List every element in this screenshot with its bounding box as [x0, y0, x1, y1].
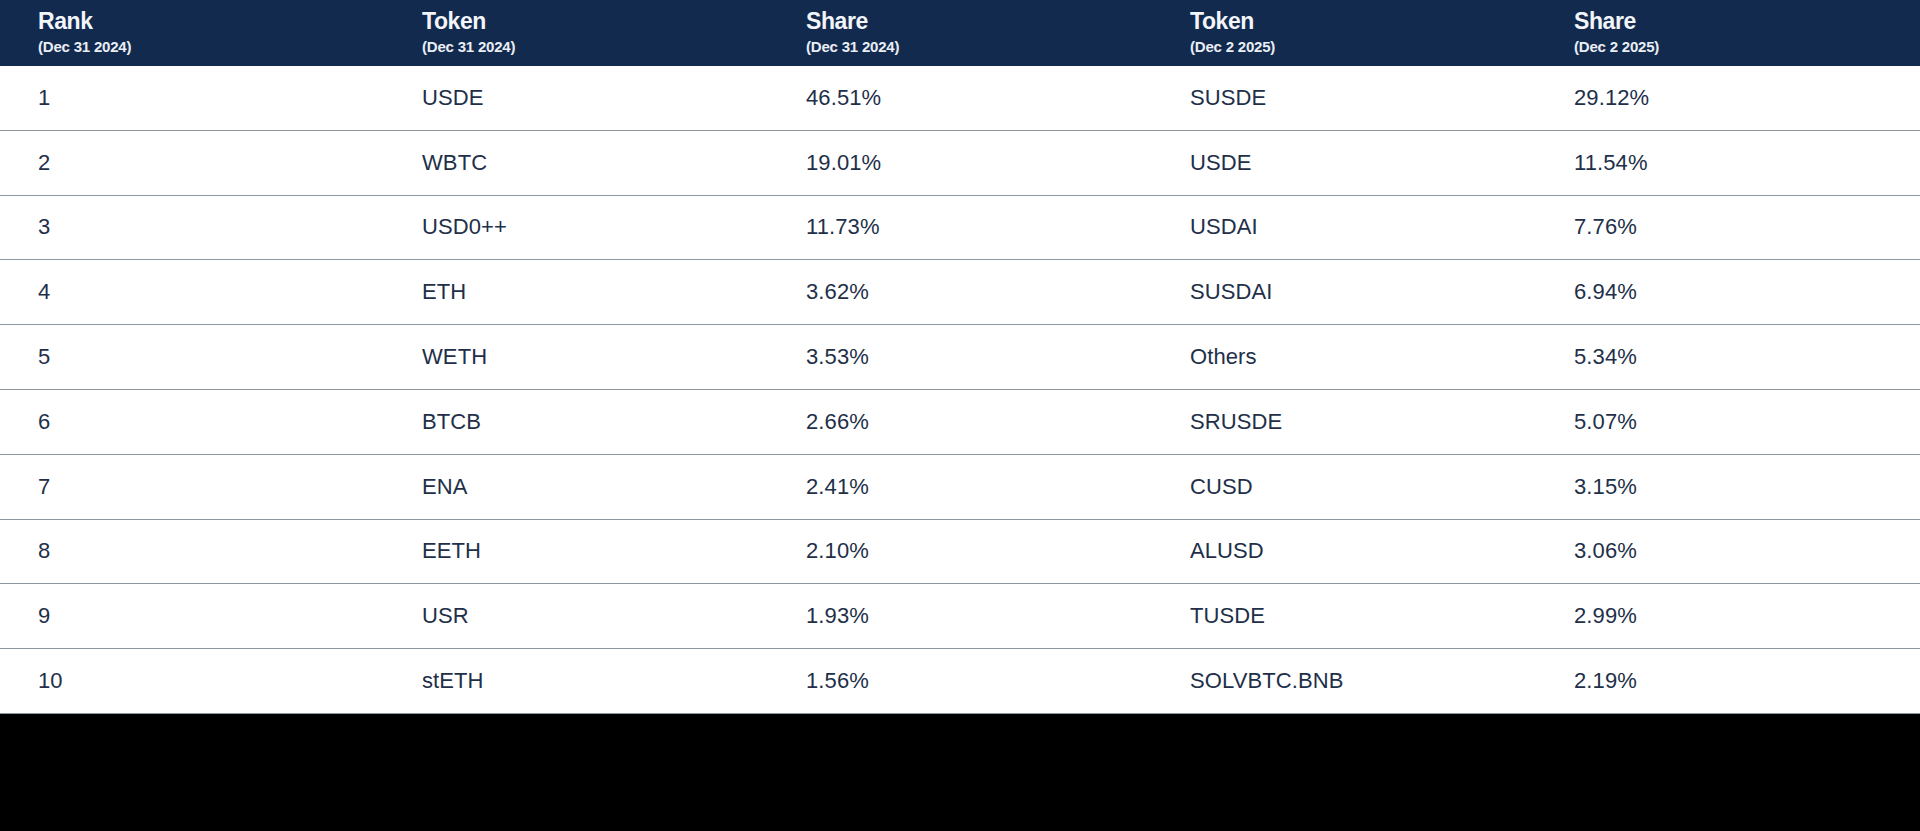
token-2024-cell: WETH [384, 344, 768, 370]
column-sublabel: (Dec 31 2024) [38, 38, 384, 55]
column-label: Share [806, 9, 1152, 35]
table-body: 1 USDE 46.51% SUSDE 29.12% 2 WBTC 19.01%… [0, 66, 1920, 714]
token-2025-cell: USDE [1152, 150, 1536, 176]
rank-cell: 3 [0, 214, 384, 240]
token-2024-cell: USR [384, 603, 768, 629]
token-2025-cell: SUSDE [1152, 85, 1536, 111]
table-row: 1 USDE 46.51% SUSDE 29.12% [0, 66, 1920, 131]
column-label: Rank [38, 9, 384, 35]
column-sublabel: (Dec 31 2024) [422, 38, 768, 55]
share-2025-cell: 2.99% [1536, 603, 1920, 629]
share-2024-cell: 2.10% [768, 538, 1152, 564]
share-2025-cell: 11.54% [1536, 150, 1920, 176]
token-2024-cell: BTCB [384, 409, 768, 435]
rank-cell: 7 [0, 474, 384, 500]
column-sublabel: (Dec 2 2025) [1574, 38, 1920, 55]
share-2025-cell: 6.94% [1536, 279, 1920, 305]
table-row: 3 USD0++ 11.73% USDAI 7.76% [0, 196, 1920, 261]
rank-cell: 5 [0, 344, 384, 370]
token-2024-cell: stETH [384, 668, 768, 694]
token-2024-cell: EETH [384, 538, 768, 564]
rank-cell: 8 [0, 538, 384, 564]
token-2024-cell: ETH [384, 279, 768, 305]
share-2024-cell: 46.51% [768, 85, 1152, 111]
column-label: Token [422, 9, 768, 35]
column-sublabel: (Dec 31 2024) [806, 38, 1152, 55]
token-2025-cell: Others [1152, 344, 1536, 370]
column-label: Share [1574, 9, 1920, 35]
share-2025-cell: 5.07% [1536, 409, 1920, 435]
token-2024-cell: WBTC [384, 150, 768, 176]
share-2025-cell: 7.76% [1536, 214, 1920, 240]
table-row: 6 BTCB 2.66% SRUSDE 5.07% [0, 390, 1920, 455]
share-2024-cell: 1.93% [768, 603, 1152, 629]
rank-cell: 1 [0, 85, 384, 111]
token-2025-cell: SRUSDE [1152, 409, 1536, 435]
token-2025-cell: ALUSD [1152, 538, 1536, 564]
column-label: Token [1190, 9, 1536, 35]
token-2025-cell: SOLVBTC.BNB [1152, 668, 1536, 694]
footer-black-area [0, 714, 1920, 831]
column-header-share-dec31-2024: Share (Dec 31 2024) [768, 0, 1152, 66]
token-2025-cell: TUSDE [1152, 603, 1536, 629]
column-header-token-dec31-2024: Token (Dec 31 2024) [384, 0, 768, 66]
rank-cell: 4 [0, 279, 384, 305]
column-sublabel: (Dec 2 2025) [1190, 38, 1536, 55]
share-2025-cell: 3.06% [1536, 538, 1920, 564]
share-2024-cell: 11.73% [768, 214, 1152, 240]
share-2025-cell: 3.15% [1536, 474, 1920, 500]
token-2025-cell: SUSDAI [1152, 279, 1536, 305]
table-row: 7 ENA 2.41% CUSD 3.15% [0, 455, 1920, 520]
share-2024-cell: 2.41% [768, 474, 1152, 500]
table-header-row: Rank (Dec 31 2024) Token (Dec 31 2024) S… [0, 0, 1920, 66]
token-2024-cell: USD0++ [384, 214, 768, 240]
table-row: 5 WETH 3.53% Others 5.34% [0, 325, 1920, 390]
rank-cell: 10 [0, 668, 384, 694]
column-header-share-dec2-2025: Share (Dec 2 2025) [1536, 0, 1920, 66]
share-2024-cell: 3.62% [768, 279, 1152, 305]
table-row: 4 ETH 3.62% SUSDAI 6.94% [0, 260, 1920, 325]
token-2025-cell: CUSD [1152, 474, 1536, 500]
token-2024-cell: USDE [384, 85, 768, 111]
token-2025-cell: USDAI [1152, 214, 1536, 240]
share-2024-cell: 19.01% [768, 150, 1152, 176]
share-2024-cell: 3.53% [768, 344, 1152, 370]
share-2025-cell: 29.12% [1536, 85, 1920, 111]
token-share-table-page: Rank (Dec 31 2024) Token (Dec 31 2024) S… [0, 0, 1920, 831]
table-row: 10 stETH 1.56% SOLVBTC.BNB 2.19% [0, 649, 1920, 714]
share-2024-cell: 1.56% [768, 668, 1152, 694]
table-row: 8 EETH 2.10% ALUSD 3.06% [0, 520, 1920, 585]
token-2024-cell: ENA [384, 474, 768, 500]
table-row: 9 USR 1.93% TUSDE 2.99% [0, 584, 1920, 649]
column-header-token-dec2-2025: Token (Dec 2 2025) [1152, 0, 1536, 66]
rank-cell: 6 [0, 409, 384, 435]
share-2025-cell: 5.34% [1536, 344, 1920, 370]
column-header-rank-dec31-2024: Rank (Dec 31 2024) [0, 0, 384, 66]
share-2025-cell: 2.19% [1536, 668, 1920, 694]
table-row: 2 WBTC 19.01% USDE 11.54% [0, 131, 1920, 196]
share-2024-cell: 2.66% [768, 409, 1152, 435]
rank-cell: 2 [0, 150, 384, 176]
rank-cell: 9 [0, 603, 384, 629]
